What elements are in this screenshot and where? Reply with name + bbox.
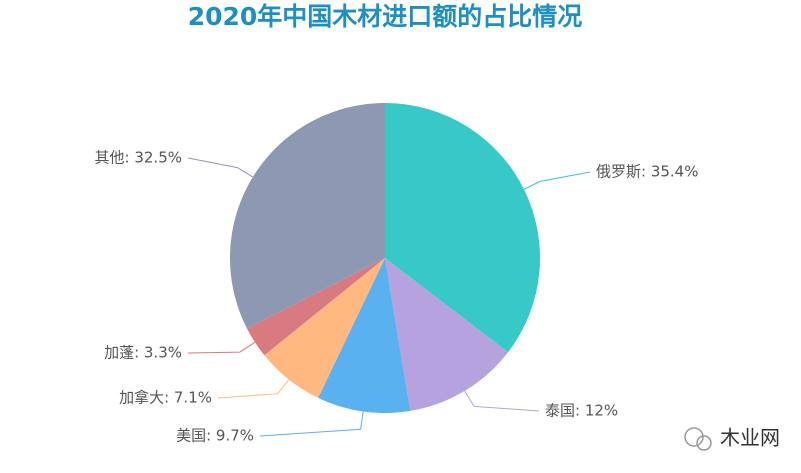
slice-label: 加蓬: 3.3% <box>104 344 182 362</box>
leader-line <box>217 379 290 399</box>
watermark-icon <box>696 435 712 451</box>
slice-label: 俄罗斯: 35.4% <box>596 163 698 181</box>
pie-slice <box>246 258 385 356</box>
watermark-text: 木业网 <box>720 426 780 450</box>
slice-label: 泰国: 12% <box>545 402 618 420</box>
pie-slice <box>318 258 411 413</box>
slice-label: 其他: 32.5% <box>95 149 182 167</box>
leader-line <box>523 171 591 190</box>
pie-slice <box>385 103 540 353</box>
leader-line <box>464 390 540 412</box>
slice-label: 美国: 9.7% <box>176 427 254 445</box>
watermark-icon <box>684 427 704 447</box>
leader-line <box>187 341 256 354</box>
pie-slice <box>230 103 385 329</box>
watermark: 木业网 <box>684 426 780 451</box>
leader-line <box>187 157 254 178</box>
slice-label: 加拿大: 7.1% <box>119 389 212 407</box>
chart-title: 2020年中国木材进口额的占比情况 <box>188 2 583 31</box>
leader-line <box>259 411 364 437</box>
pie-slice <box>264 258 385 398</box>
pie-slice <box>385 258 509 411</box>
